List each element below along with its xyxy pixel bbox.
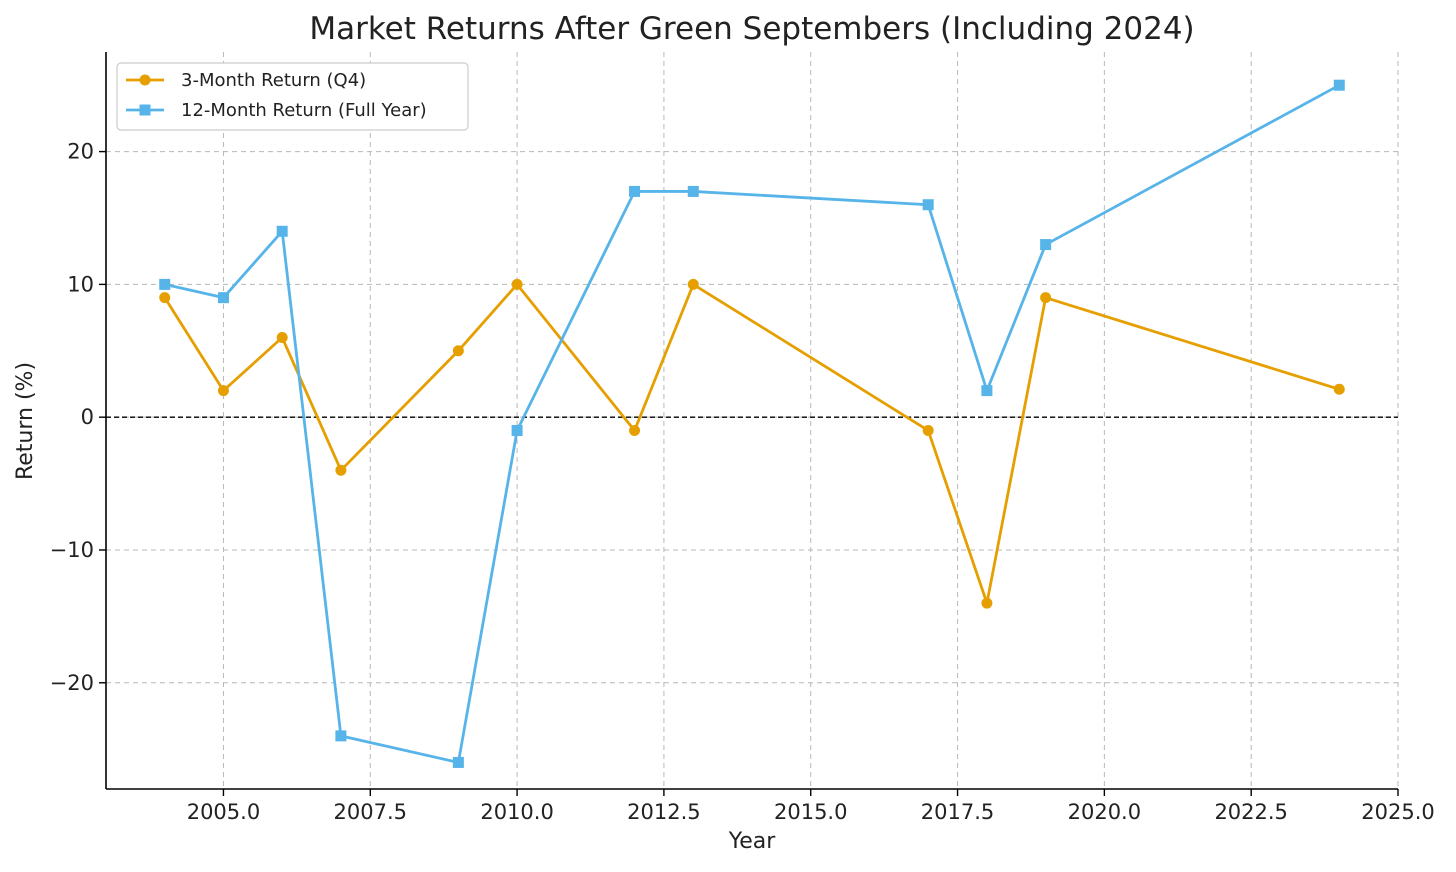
data-point bbox=[1333, 383, 1345, 395]
data-point bbox=[511, 278, 523, 290]
legend: 3-Month Return (Q4) 12-Month Return (Full… bbox=[116, 62, 469, 131]
data-point bbox=[452, 345, 464, 357]
x-tick-label: 2005.0 bbox=[187, 800, 260, 824]
x-axis-label: Year bbox=[728, 829, 777, 854]
data-point bbox=[687, 185, 699, 197]
x-tick-label: 2020.0 bbox=[1068, 800, 1141, 824]
legend-marker bbox=[139, 74, 151, 86]
y-tick-label: 10 bbox=[67, 272, 94, 296]
data-point bbox=[1040, 239, 1052, 251]
data-point bbox=[452, 756, 464, 768]
x-tick-label: 2010.0 bbox=[480, 800, 553, 824]
series-1 bbox=[159, 278, 1345, 609]
axes-layer bbox=[105, 52, 1398, 790]
data-point bbox=[981, 597, 993, 609]
x-tick-label: 2022.5 bbox=[1214, 800, 1287, 824]
series-layer bbox=[159, 79, 1345, 768]
data-point bbox=[335, 730, 347, 742]
y-axis-label: Return (%) bbox=[13, 362, 38, 480]
data-point bbox=[217, 385, 229, 397]
x-tick-label: 2012.5 bbox=[627, 800, 700, 824]
data-point bbox=[217, 292, 229, 304]
y-tick-label: −20 bbox=[50, 671, 94, 695]
data-point bbox=[159, 292, 171, 304]
legend-marker bbox=[139, 104, 151, 116]
legend-label: 12-Month Return (Full Year) bbox=[181, 100, 427, 121]
data-point bbox=[629, 424, 641, 436]
x-tick-label: 2025.0 bbox=[1361, 800, 1434, 824]
series-line bbox=[163, 282, 1340, 605]
y-tick-label: −10 bbox=[50, 538, 94, 562]
data-point bbox=[511, 424, 523, 436]
y-tick-label: 20 bbox=[67, 140, 94, 164]
y-tick-label: 0 bbox=[81, 405, 94, 429]
chart-title: Market Returns After Green Septembers (I… bbox=[309, 11, 1194, 47]
ticks-layer: 2005.0 2007.5 2010.0 2012.5 2015.0 2017.5 2020… bbox=[50, 140, 1435, 824]
x-tick-label: 2015.0 bbox=[774, 800, 847, 824]
data-point bbox=[981, 385, 993, 397]
legend-box bbox=[116, 62, 469, 131]
data-point bbox=[922, 424, 934, 436]
data-point bbox=[1333, 79, 1345, 91]
series-2 bbox=[159, 79, 1345, 768]
data-point bbox=[629, 185, 641, 197]
data-point bbox=[922, 199, 934, 211]
data-point bbox=[1040, 292, 1052, 304]
legend-label: 3-Month Return (Q4) bbox=[181, 70, 366, 91]
data-point bbox=[687, 278, 699, 290]
x-tick-label: 2017.5 bbox=[921, 800, 994, 824]
data-point bbox=[276, 332, 288, 344]
data-point bbox=[335, 464, 347, 476]
data-point bbox=[276, 225, 288, 237]
x-tick-label: 2007.5 bbox=[334, 800, 407, 824]
grid-layer bbox=[106, 52, 1399, 789]
data-point bbox=[159, 278, 171, 290]
series-line bbox=[164, 83, 1340, 764]
